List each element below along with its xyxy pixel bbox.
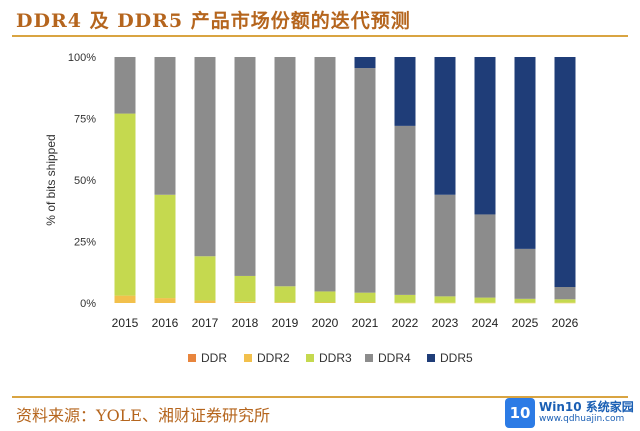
bar-segment-ddr3-2022 bbox=[394, 294, 416, 303]
bar-segment-ddr2-2016 bbox=[154, 298, 176, 303]
bar-segment-ddr3-2017 bbox=[194, 256, 216, 301]
watermark-badge: 10 Win10 系统家园 www.qdhuajin.com bbox=[505, 397, 637, 429]
y-tick-label: 100% bbox=[68, 52, 96, 64]
x-tick-label: 2025 bbox=[512, 316, 539, 330]
chart-title: DDR4 及 DDR5 产品市场份额的迭代预测 bbox=[16, 10, 411, 32]
bar-segment-ddr5-2026 bbox=[554, 57, 576, 288]
legend-label-ddr: DDR bbox=[201, 351, 227, 365]
bar-segment-ddr3-2020 bbox=[314, 291, 336, 303]
bar-segment-ddr2-2022 bbox=[394, 302, 416, 304]
watermark-url: www.qdhuajin.com bbox=[539, 413, 625, 424]
x-tick-label: 2018 bbox=[232, 316, 259, 330]
bar-segment-ddr4-2022 bbox=[394, 125, 416, 295]
legend-label-ddr2: DDR2 bbox=[257, 351, 290, 365]
bar-segment-ddr4-2018 bbox=[234, 57, 256, 276]
x-tick-label: 2019 bbox=[272, 316, 299, 330]
y-axis-label: % of bits shipped bbox=[44, 134, 58, 225]
legend-swatch-ddr5 bbox=[427, 354, 435, 362]
bar-segment-ddr2-2023 bbox=[434, 302, 456, 304]
legend-label-ddr5: DDR5 bbox=[440, 351, 473, 365]
x-tick-label: 2026 bbox=[552, 316, 579, 330]
watermark-brand: Win10 系统家园 bbox=[539, 400, 634, 415]
source-note: 资料来源：YOLE、湘财证券研究所 bbox=[16, 406, 270, 425]
bar-segment-ddr4-2025 bbox=[514, 248, 536, 299]
bar-segment-ddr4-2017 bbox=[194, 57, 216, 257]
bar-segment-ddr5-2023 bbox=[434, 57, 456, 195]
bar-segment-ddr5-2022 bbox=[394, 57, 416, 126]
bar-segment-ddr5-2024 bbox=[474, 57, 496, 215]
bar-segment-ddr2-2025 bbox=[514, 302, 536, 304]
bar-segment-ddr2-2024 bbox=[474, 302, 496, 304]
x-tick-label: 2017 bbox=[192, 316, 219, 330]
bar-segment-ddr4-2019 bbox=[274, 57, 296, 287]
bar-segment-ddr3-2015 bbox=[114, 113, 136, 296]
footer-rule bbox=[12, 396, 628, 398]
legend-swatch-ddr bbox=[188, 354, 196, 362]
bar-segment-ddr3-2024 bbox=[474, 297, 496, 303]
bar-segment-ddr3-2016 bbox=[154, 194, 176, 299]
bar-segment-ddr2-2018 bbox=[234, 301, 256, 303]
x-tick-label: 2021 bbox=[352, 316, 379, 330]
y-tick-label: 25% bbox=[74, 237, 96, 249]
bar-segment-ddr4-2024 bbox=[474, 214, 496, 298]
stacked-bar-chart: 0% 25% 50% 75% 100% % of bits shipped 2015 2016… bbox=[44, 52, 579, 365]
win10-logo-icon: 10 bbox=[505, 398, 535, 428]
header-rule bbox=[12, 35, 628, 37]
bar-segment-ddr2-2021 bbox=[354, 302, 376, 304]
x-tick-label: 2015 bbox=[112, 316, 139, 330]
bar-segment-ddr2-2026 bbox=[554, 302, 576, 304]
legend-swatch-ddr4 bbox=[365, 354, 373, 362]
legend-label-ddr4: DDR4 bbox=[378, 351, 411, 365]
x-tick-label: 2022 bbox=[392, 316, 419, 330]
x-tick-label: 2024 bbox=[472, 316, 499, 330]
bar-segment-ddr3-2023 bbox=[434, 296, 456, 303]
bar-segment-ddr4-2020 bbox=[314, 57, 336, 292]
bar-segment-ddr2-2015 bbox=[114, 295, 136, 303]
bar-segment-ddr4-2023 bbox=[434, 194, 456, 297]
bar-segment-ddr3-2025 bbox=[514, 298, 536, 303]
bar-segment-ddr3-2021 bbox=[354, 292, 376, 303]
bar-segment-ddr2-2019 bbox=[274, 302, 296, 303]
bar-segment-ddr4-2016 bbox=[154, 57, 176, 195]
y-tick-label: 75% bbox=[74, 114, 96, 126]
y-tick-label: 50% bbox=[74, 175, 96, 187]
x-tick-label: 2023 bbox=[432, 316, 459, 330]
bar-segment-ddr5-2025 bbox=[514, 57, 536, 249]
bar-segment-ddr4-2015 bbox=[114, 57, 136, 114]
legend-swatch-ddr2 bbox=[244, 354, 252, 362]
bar-segment-ddr5-2021 bbox=[354, 57, 376, 69]
legend-label-ddr3: DDR3 bbox=[319, 351, 352, 365]
legend-swatch-ddr3 bbox=[306, 354, 314, 362]
bar-segment-ddr4-2021 bbox=[354, 68, 376, 293]
x-tick-label: 2020 bbox=[312, 316, 339, 330]
bar-segment-ddr3-2019 bbox=[274, 286, 296, 303]
x-tick-label: 2016 bbox=[152, 316, 179, 330]
bar-segment-ddr3-2026 bbox=[554, 299, 576, 303]
bar-segment-ddr4-2026 bbox=[554, 287, 576, 300]
y-tick-label: 0% bbox=[80, 298, 96, 310]
bar-segment-ddr3-2018 bbox=[234, 275, 256, 302]
bar-segment-ddr2-2020 bbox=[314, 302, 336, 304]
bar-segment-ddr2-2017 bbox=[194, 300, 216, 303]
